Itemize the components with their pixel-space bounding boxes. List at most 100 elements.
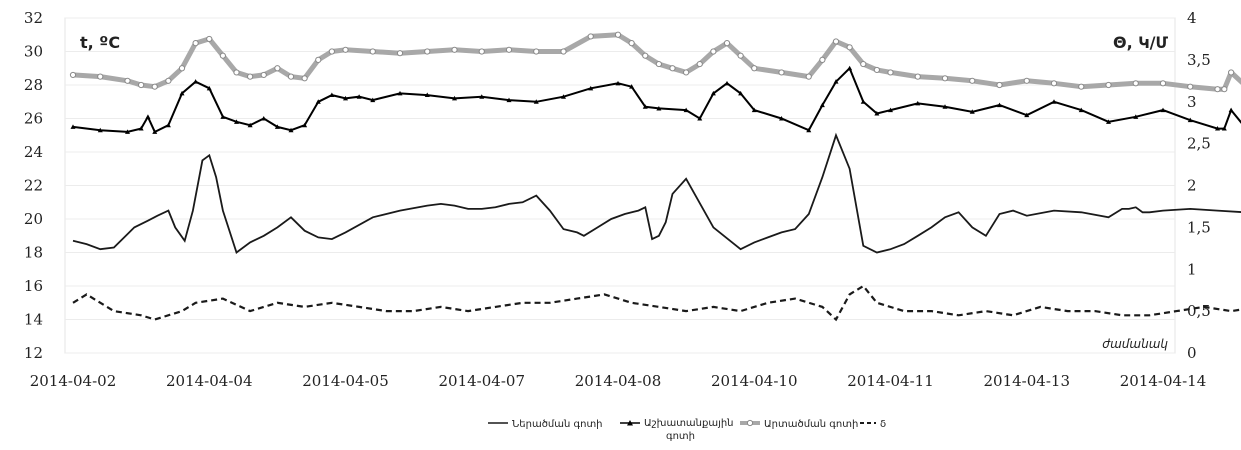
point-marker <box>97 73 104 80</box>
point-marker <box>779 116 784 121</box>
x-tick-label: 2014-04-02 <box>30 372 116 390</box>
right-tick-label: 2 <box>1187 177 1197 195</box>
point-marker <box>778 69 785 76</box>
point-marker <box>220 114 226 119</box>
point-marker <box>683 69 690 76</box>
point-marker <box>452 95 457 101</box>
left-tick-label: 32 <box>24 9 43 27</box>
point-marker <box>1228 69 1235 76</box>
point-marker <box>178 65 186 72</box>
right-tick-label: 3 <box>1187 93 1197 111</box>
point-marker <box>1105 81 1112 89</box>
legend-label: Աշխատանքային գոտի <box>644 418 734 442</box>
point-marker <box>70 124 76 129</box>
left-tick-label: 14 <box>24 311 43 329</box>
point-marker <box>1023 77 1030 84</box>
point-marker <box>179 90 185 96</box>
point-marker <box>1214 86 1221 93</box>
left-tick-label: 26 <box>24 110 43 128</box>
point-marker <box>737 52 744 59</box>
point-marker <box>1024 112 1030 118</box>
point-marker <box>97 127 103 133</box>
point-marker <box>888 107 893 113</box>
right-tick-label: 4 <box>1187 9 1197 27</box>
point-marker <box>329 92 335 98</box>
point-marker <box>192 40 199 47</box>
left-tick-label: 12 <box>24 344 43 362</box>
point-marker <box>710 48 717 55</box>
left-tick-label: 30 <box>24 43 43 61</box>
point-marker <box>479 94 485 99</box>
point-marker <box>315 56 322 63</box>
point-marker <box>274 124 280 129</box>
point-marker <box>669 65 676 72</box>
x-tick-label: 2014-04-10 <box>711 372 797 390</box>
point-marker <box>805 73 812 80</box>
point-marker <box>193 79 199 84</box>
x-tick-label: 2014-04-04 <box>166 372 252 390</box>
point-marker <box>696 60 703 68</box>
right-tick-label: 0 <box>1187 344 1197 362</box>
point-marker <box>301 75 308 82</box>
point-marker <box>873 66 880 74</box>
point-marker <box>629 84 635 89</box>
point-marker <box>138 126 144 131</box>
x-tick-label: 2014-04-11 <box>847 372 933 390</box>
point-marker <box>69 71 77 79</box>
point-marker <box>723 40 731 47</box>
point-marker <box>424 92 430 98</box>
point-marker <box>846 44 853 51</box>
point-marker <box>1078 107 1084 113</box>
point-marker <box>628 40 635 47</box>
left-tick-label: 20 <box>24 210 43 228</box>
point-marker <box>941 75 949 82</box>
point-marker <box>847 65 853 71</box>
point-marker <box>145 114 151 119</box>
point-marker <box>942 104 948 109</box>
point-marker <box>1187 83 1194 90</box>
point-marker <box>206 35 213 43</box>
point-marker <box>561 94 566 99</box>
point-marker <box>655 60 662 68</box>
point-marker <box>887 69 894 76</box>
point-marker <box>342 46 349 53</box>
point-marker <box>274 65 281 72</box>
point-marker <box>533 48 540 55</box>
point-marker <box>478 48 485 55</box>
point-marker <box>1078 83 1085 90</box>
point-marker <box>165 77 172 84</box>
point-marker <box>832 38 840 45</box>
point-marker <box>588 85 594 91</box>
point-marker <box>260 71 267 79</box>
point-marker <box>234 119 239 124</box>
point-marker <box>370 97 376 103</box>
point-marker <box>1221 86 1228 93</box>
point-marker <box>328 48 335 55</box>
point-marker <box>1106 119 1111 124</box>
point-marker <box>615 80 621 86</box>
right-axis-title: Θ, Կ/Մ <box>1113 33 1169 52</box>
point-marker <box>451 46 458 53</box>
point-marker <box>724 80 730 86</box>
series-line-3 <box>72 284 1241 322</box>
point-marker <box>1228 107 1234 113</box>
point-marker <box>165 122 171 128</box>
point-marker <box>125 129 130 134</box>
point-marker <box>396 50 404 57</box>
right-tick-label: 1 <box>1187 260 1197 278</box>
point-marker <box>356 94 362 99</box>
point-marker <box>233 69 240 76</box>
point-marker <box>288 127 294 133</box>
point-marker <box>710 90 716 96</box>
point-marker <box>247 73 254 80</box>
left-tick-label: 18 <box>24 244 43 262</box>
point-marker <box>315 99 321 104</box>
series-line-0 <box>72 132 1241 254</box>
point-marker <box>915 100 921 106</box>
point-marker <box>642 52 649 59</box>
point-marker <box>219 52 226 59</box>
point-marker <box>1051 99 1057 104</box>
point-marker <box>819 102 825 108</box>
